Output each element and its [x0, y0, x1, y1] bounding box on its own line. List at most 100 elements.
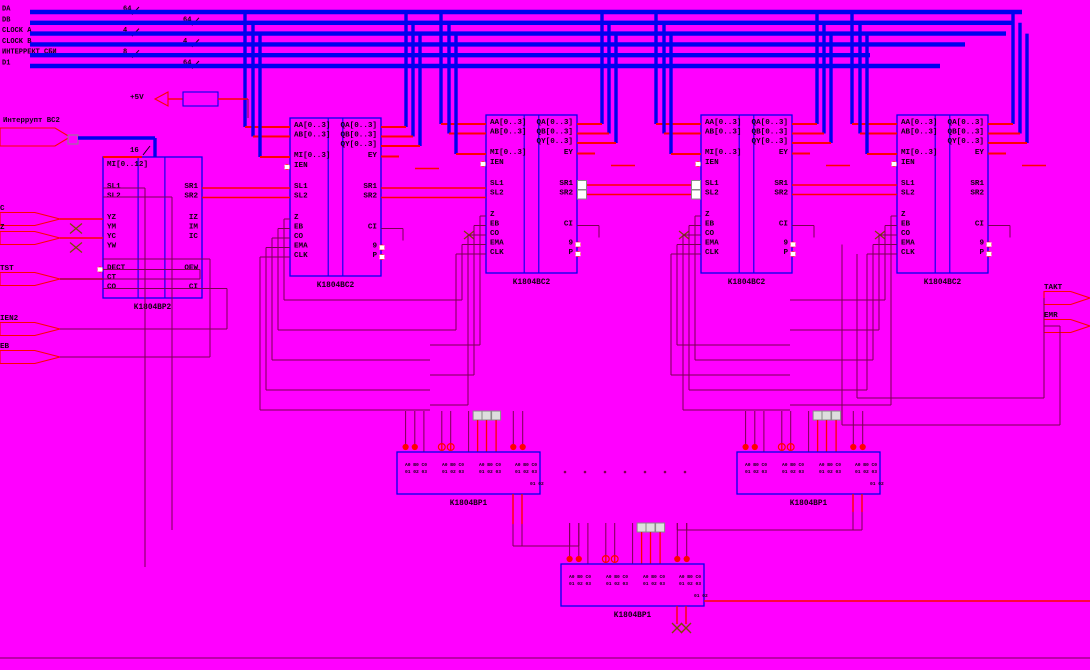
svg-text:9: 9: [568, 240, 573, 248]
svg-text:AA[0..3]: AA[0..3]: [294, 122, 330, 130]
svg-text:DECT: DECT: [107, 265, 126, 273]
svg-text:SR1: SR1: [363, 183, 377, 191]
svg-text:CI: CI: [779, 221, 788, 229]
svg-text:P: P: [568, 249, 573, 257]
svg-text:CLK: CLK: [901, 249, 915, 257]
svg-text:AB[0..3]: AB[0..3]: [490, 129, 526, 137]
svg-text:K1804BP1: K1804BP1: [614, 612, 652, 620]
svg-text:AA[0..3]: AA[0..3]: [705, 119, 741, 127]
svg-text:QB[0..3]: QB[0..3]: [948, 129, 984, 137]
svg-text:YW: YW: [107, 243, 117, 251]
svg-text:01 02 03: 01 02 03: [515, 469, 537, 475]
svg-text:A0 B0 C0: A0 B0 C0: [569, 574, 591, 580]
svg-text:MI[0..3]: MI[0..3]: [705, 149, 741, 157]
svg-text:EMR: EMR: [1044, 312, 1058, 320]
svg-text:YZ: YZ: [107, 214, 117, 222]
svg-text:QY[0..3]: QY[0..3]: [537, 138, 573, 146]
svg-text:SL1: SL1: [705, 180, 719, 188]
svg-text:K1804BC2: K1804BC2: [513, 279, 551, 287]
svg-text:01 02 03: 01 02 03: [782, 469, 804, 475]
svg-text:A0 B0 C0: A0 B0 C0: [782, 462, 804, 468]
svg-text:9: 9: [783, 240, 788, 248]
svg-text:Z: Z: [705, 211, 710, 219]
svg-text:IEN: IEN: [490, 159, 504, 167]
svg-text:AB[0..3]: AB[0..3]: [705, 129, 741, 137]
svg-text:SR1: SR1: [970, 180, 984, 188]
svg-text:SR2: SR2: [970, 190, 984, 198]
svg-text:QB[0..3]: QB[0..3]: [537, 129, 573, 137]
svg-text:EB: EB: [901, 221, 911, 229]
svg-text:01 02 03: 01 02 03: [569, 581, 591, 587]
svg-text:QA[0..3]: QA[0..3]: [341, 122, 377, 130]
svg-text:A0 B0 C0: A0 B0 C0: [855, 462, 877, 468]
svg-text:OEW: OEW: [184, 265, 198, 273]
svg-text:K1804BC2: K1804BC2: [924, 279, 962, 287]
svg-text:+5V: +5V: [130, 94, 144, 102]
svg-text:IEN: IEN: [294, 162, 308, 170]
svg-text:16: 16: [130, 147, 139, 155]
svg-text:Z: Z: [901, 211, 906, 219]
svg-text:CO: CO: [107, 284, 117, 292]
svg-text:YC: YC: [107, 233, 117, 241]
svg-text:SL1: SL1: [901, 180, 915, 188]
svg-text:A0 B0 C0: A0 B0 C0: [745, 462, 767, 468]
svg-text:CLK: CLK: [705, 249, 719, 257]
svg-text:EY: EY: [779, 149, 789, 157]
svg-text:AA[0..3]: AA[0..3]: [490, 119, 526, 127]
svg-text:MI[0..12]: MI[0..12]: [107, 161, 148, 169]
svg-text:QY[0..3]: QY[0..3]: [752, 138, 788, 146]
svg-text:01 02: 01 02: [530, 481, 544, 487]
svg-text:EY: EY: [368, 152, 378, 160]
svg-text:EB: EB: [705, 221, 715, 229]
svg-text:C: C: [0, 205, 5, 213]
svg-text:EMA: EMA: [705, 240, 719, 248]
svg-text:A0 B0 C0: A0 B0 C0: [606, 574, 628, 580]
svg-text:9: 9: [979, 240, 984, 248]
svg-text:SR1: SR1: [559, 180, 573, 188]
svg-text:DB: DB: [2, 16, 11, 24]
svg-text:Z: Z: [490, 211, 495, 219]
svg-text:01 02 03: 01 02 03: [855, 469, 877, 475]
svg-text:IC: IC: [189, 233, 199, 241]
svg-text:SL1: SL1: [490, 180, 504, 188]
svg-text:CI: CI: [564, 221, 573, 229]
svg-text:SR2: SR2: [184, 193, 198, 201]
svg-text:CLK: CLK: [294, 252, 308, 260]
svg-text:IEN2: IEN2: [0, 315, 19, 323]
svg-text:CT: CT: [107, 274, 117, 282]
svg-text:QA[0..3]: QA[0..3]: [752, 119, 788, 127]
svg-text:01 02 03: 01 02 03: [479, 469, 501, 475]
svg-text:K1804BC2: K1804BC2: [317, 282, 355, 290]
svg-text:CI: CI: [975, 221, 984, 229]
svg-text:QA[0..3]: QA[0..3]: [537, 119, 573, 127]
svg-text:SR1: SR1: [774, 180, 788, 188]
svg-text:DA: DA: [2, 6, 11, 14]
svg-text:TST: TST: [0, 265, 14, 273]
svg-text:EMA: EMA: [490, 240, 504, 248]
svg-text:Интеррупт ВС2: Интеррупт ВС2: [3, 117, 60, 125]
svg-text:CO: CO: [901, 230, 911, 238]
svg-text:CO: CO: [294, 233, 304, 241]
svg-text:IZ: IZ: [189, 214, 199, 222]
svg-text:SL2: SL2: [294, 193, 308, 201]
svg-text:Z: Z: [294, 214, 299, 222]
svg-text:QB[0..3]: QB[0..3]: [341, 132, 377, 140]
svg-text:CLOCK A: CLOCK A: [2, 27, 32, 35]
svg-text:A0 B0 C0: A0 B0 C0: [515, 462, 537, 468]
svg-text:A0 B0 C0: A0 B0 C0: [479, 462, 501, 468]
svg-text:CLK: CLK: [490, 249, 504, 257]
svg-text:EB: EB: [490, 221, 500, 229]
svg-text:IEN: IEN: [705, 159, 719, 167]
svg-text:EB: EB: [0, 343, 10, 351]
svg-text:AA[0..3]: AA[0..3]: [901, 119, 937, 127]
svg-text:EY: EY: [564, 149, 574, 157]
svg-text:01 02 03: 01 02 03: [819, 469, 841, 475]
svg-text:A0 B0 C0: A0 B0 C0: [643, 574, 665, 580]
svg-text:QB[0..3]: QB[0..3]: [752, 129, 788, 137]
svg-text:SR2: SR2: [774, 190, 788, 198]
svg-text:01 02 03: 01 02 03: [745, 469, 767, 475]
svg-text:P: P: [783, 249, 788, 257]
svg-text:CO: CO: [490, 230, 500, 238]
svg-text:CI: CI: [368, 224, 377, 232]
svg-text:SL2: SL2: [705, 190, 719, 198]
